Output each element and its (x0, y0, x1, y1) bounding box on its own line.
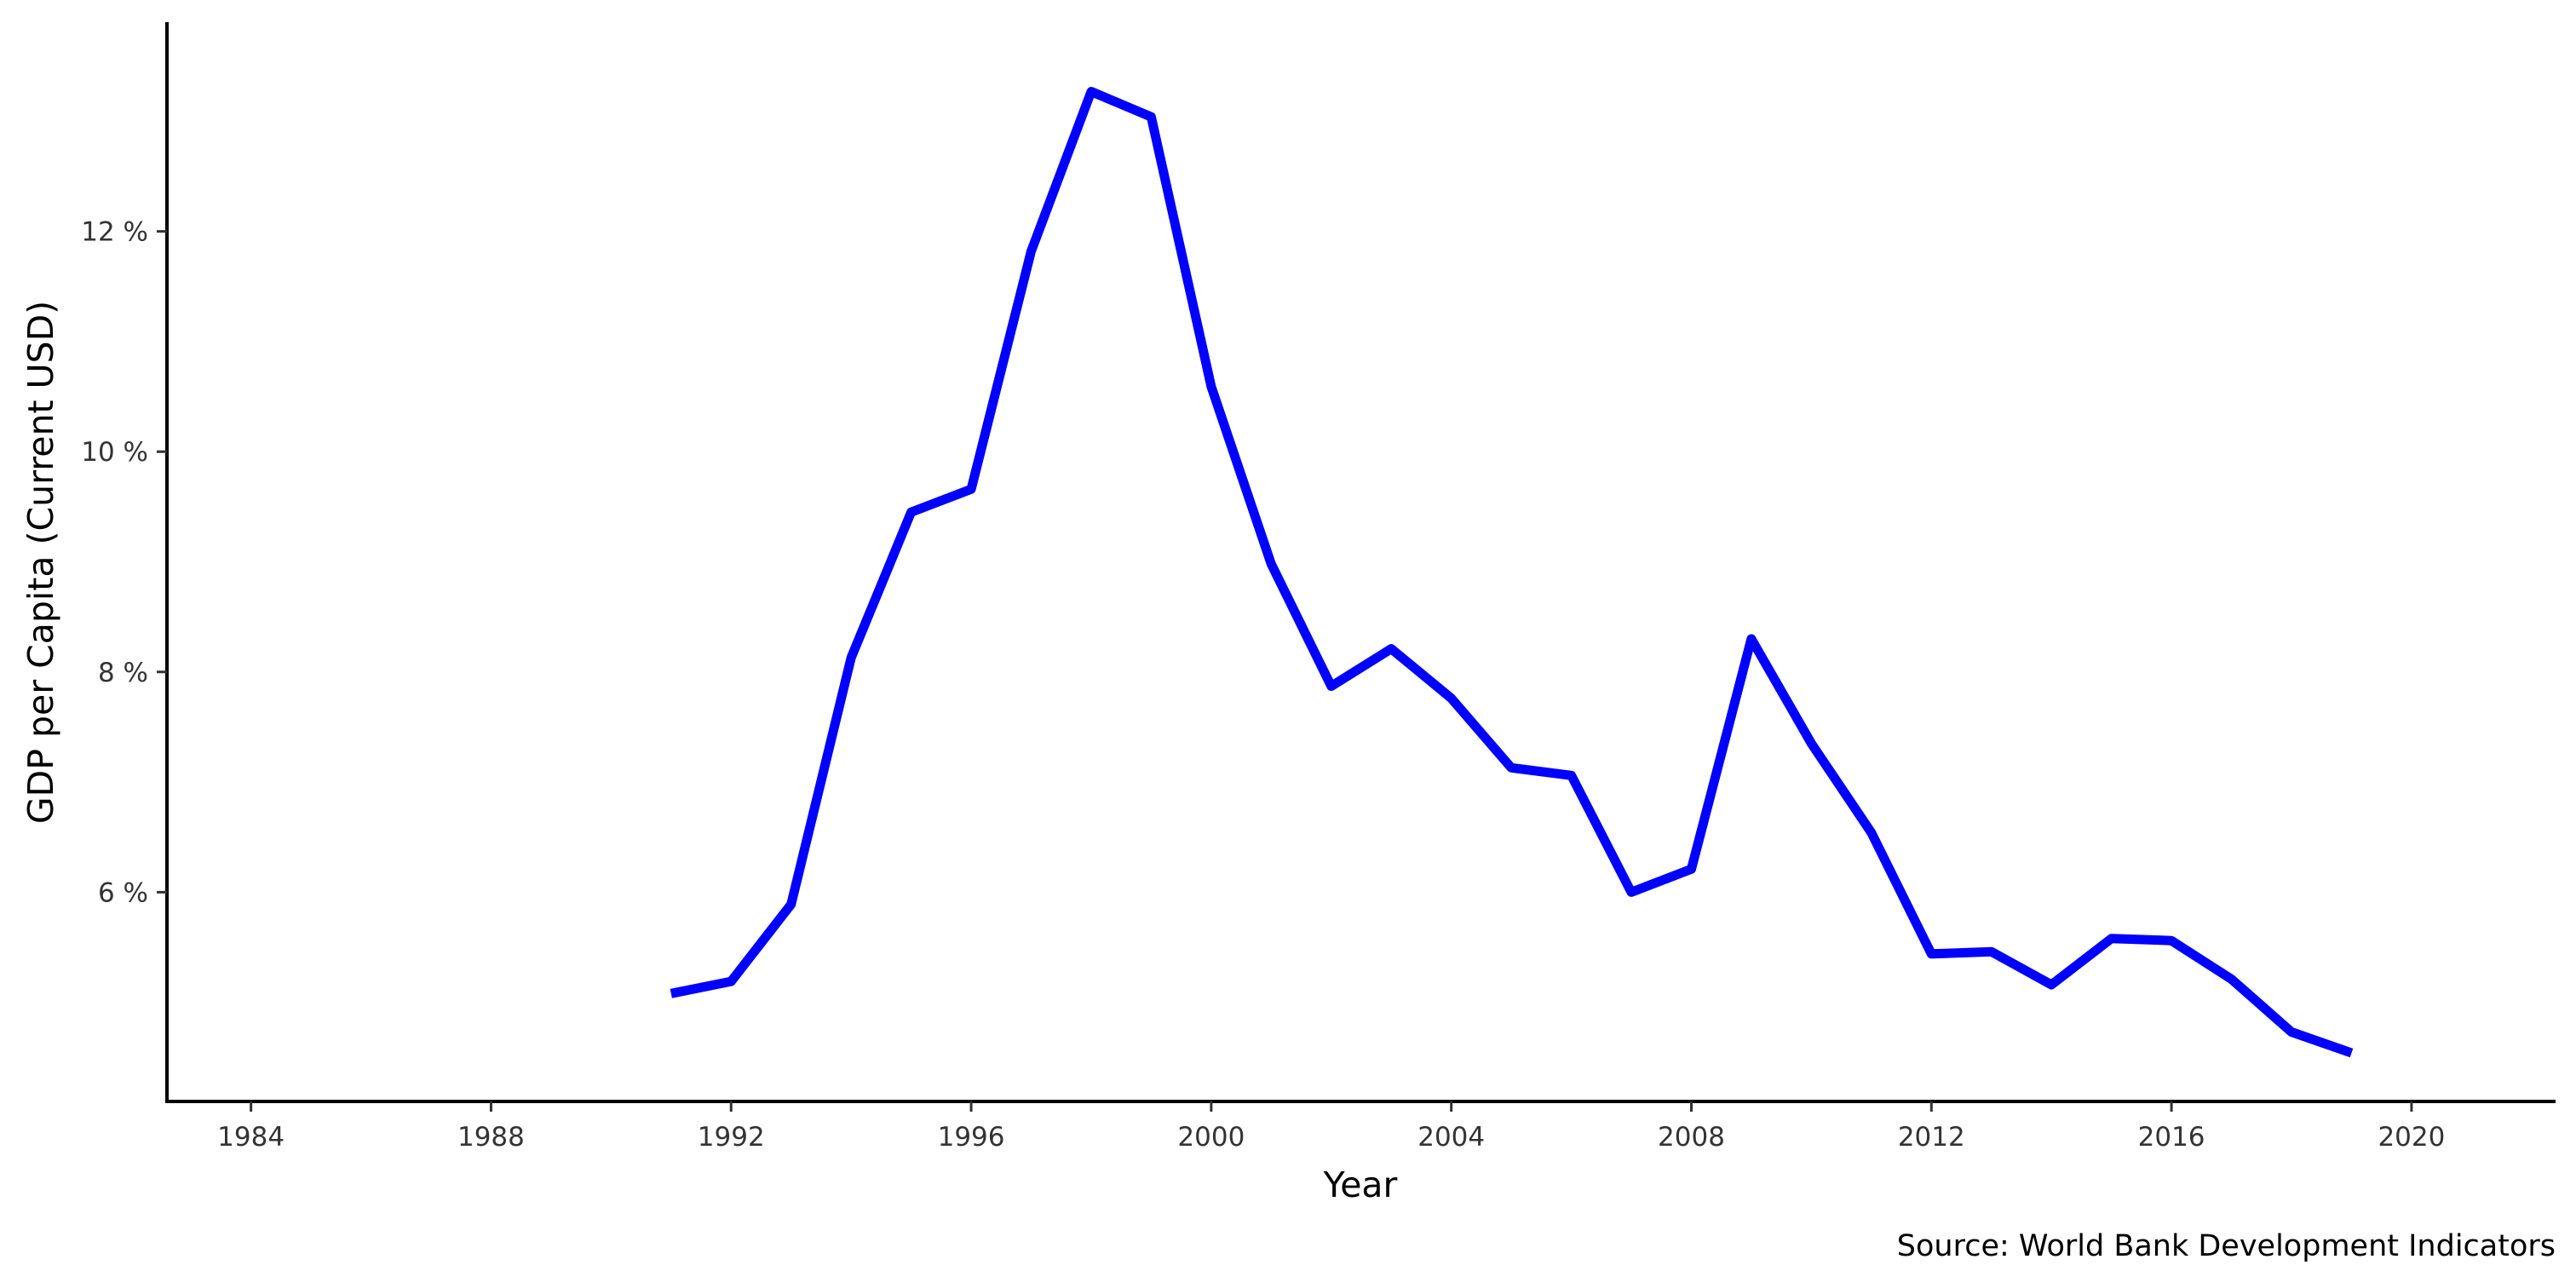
x-axis-title: Year (1323, 1164, 1398, 1205)
x-tick-label: 2016 (2138, 1122, 2205, 1153)
series-layer (670, 87, 2354, 1058)
source-caption: Source: World Bank Development Indicator… (1897, 1229, 2556, 1263)
y-tick-label: 10 % (81, 437, 148, 468)
y-axis-ticks: 6 % 8 % 10 % 12 % (81, 217, 167, 908)
x-tick-label: 1996 (938, 1122, 1005, 1153)
x-tick-label: 2008 (1658, 1122, 1725, 1153)
x-tick-label: 1988 (457, 1122, 525, 1153)
x-tick-label: 2000 (1177, 1122, 1245, 1153)
x-tick-label: 1992 (698, 1122, 765, 1153)
series-line (670, 87, 2354, 1058)
x-tick-label: 2004 (1417, 1122, 1485, 1153)
x-axis-ticks: 1984 1988 1992 1996 2000 2004 2008 2012 2016 2020 (217, 1101, 2445, 1153)
y-tick-label: 12 % (81, 217, 148, 248)
y-tick-label: 8 % (98, 658, 148, 688)
y-tick-label: 6 % (98, 877, 148, 908)
x-tick-label: 2020 (2378, 1122, 2445, 1153)
x-tick-label: 2012 (1898, 1122, 1965, 1153)
y-axis-title: GDP per Capita (Current USD) (20, 301, 61, 824)
x-tick-label: 1984 (217, 1122, 285, 1153)
